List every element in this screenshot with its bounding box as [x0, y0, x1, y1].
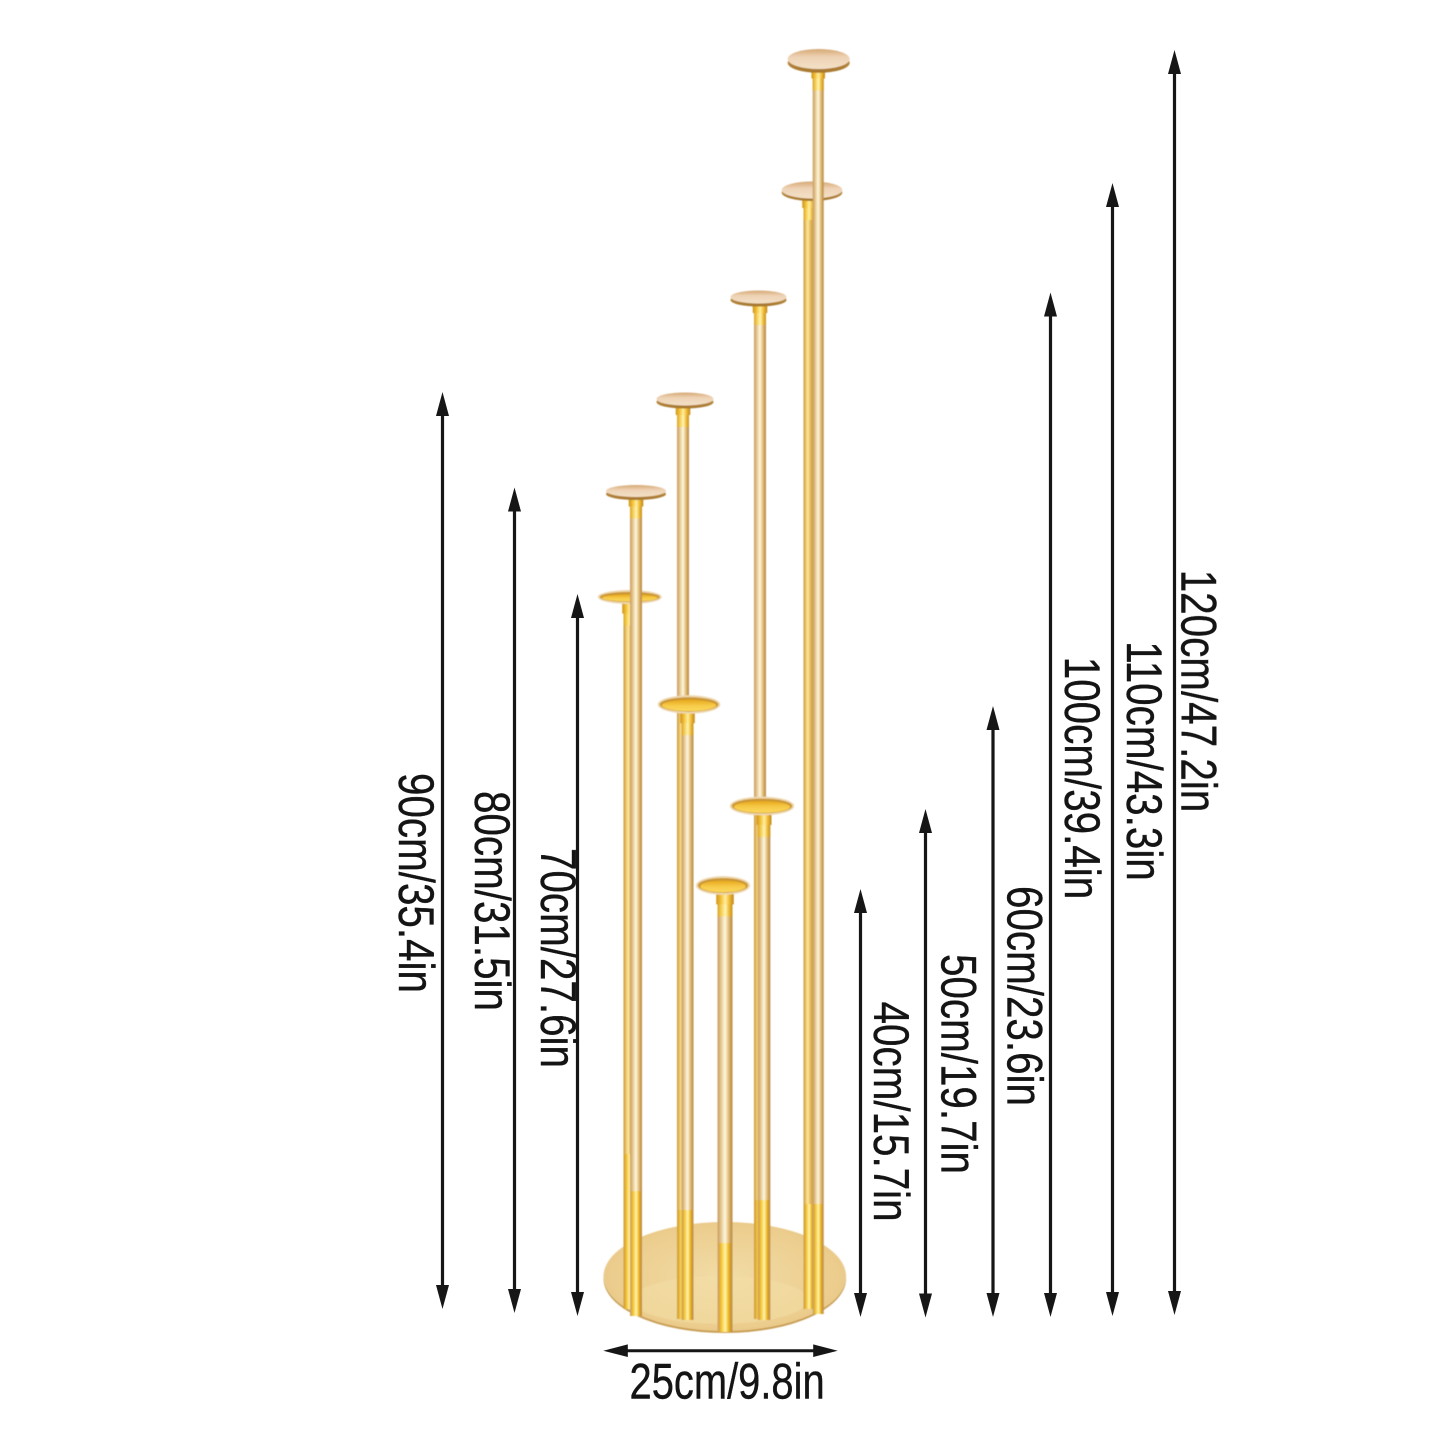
svg-text:110cm/43.3in: 110cm/43.3in — [1116, 641, 1172, 881]
svg-text:100cm/39.4in: 100cm/39.4in — [1054, 657, 1110, 900]
svg-text:120cm/47.2in: 120cm/47.2in — [1170, 570, 1226, 813]
svg-text:60cm/23.6in: 60cm/23.6in — [996, 886, 1052, 1106]
svg-text:50cm/19.7in: 50cm/19.7in — [930, 954, 986, 1174]
svg-text:90cm/35.4in: 90cm/35.4in — [388, 773, 444, 993]
svg-text:40cm/15.7in: 40cm/15.7in — [863, 1002, 919, 1222]
svg-text:70cm/27.6in: 70cm/27.6in — [530, 848, 586, 1068]
svg-text:80cm/31.5in: 80cm/31.5in — [464, 791, 520, 1011]
svg-text:25cm/9.8in: 25cm/9.8in — [630, 1353, 825, 1410]
